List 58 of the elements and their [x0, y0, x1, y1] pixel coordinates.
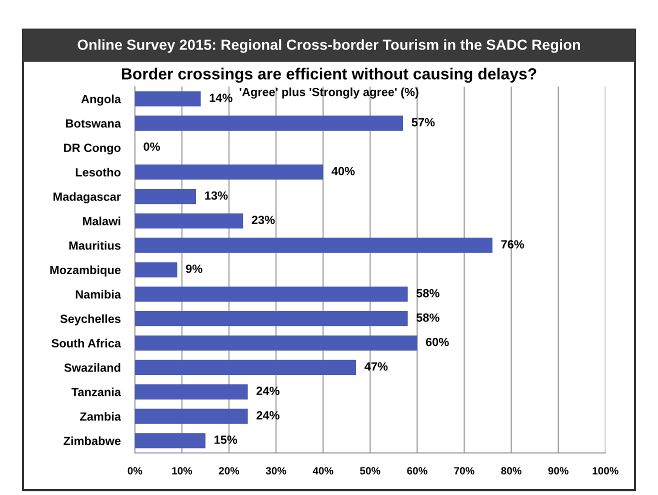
- y-tick-label: Seychelles: [60, 314, 121, 326]
- y-tick-label: Malawi: [83, 216, 120, 226]
- y-tick-label: Mauritius: [69, 241, 121, 250]
- data-label: 9%: [186, 264, 202, 273]
- x-tick-label: 0%: [128, 467, 142, 474]
- x-tick-label: 60%: [407, 467, 428, 474]
- y-tick-label: Namibia: [76, 290, 122, 299]
- x-tick-label: 100%: [592, 467, 618, 474]
- data-label: 60%: [426, 338, 449, 346]
- y-tick-label: Angola: [81, 94, 122, 106]
- bar: [134, 360, 356, 376]
- bar: [134, 286, 408, 302]
- y-tick-label: Swaziland: [64, 363, 120, 372]
- y-tick-label: Zambia: [80, 412, 122, 421]
- data-label: 24%: [256, 386, 280, 396]
- data-label: 0%: [144, 142, 160, 151]
- x-tick-label: 30%: [266, 467, 286, 474]
- bar: [134, 335, 418, 351]
- chart-subtitle: Border crossings are efficient without causing delays?: [122, 68, 536, 83]
- bar: [134, 311, 408, 326]
- y-tick-label: Zimbabwe: [64, 436, 121, 446]
- y-tick-label: Tanzania: [71, 388, 122, 396]
- y-tick-label: DR Congo: [64, 144, 121, 154]
- x-tick-label: 10%: [172, 467, 192, 474]
- bar: [134, 384, 248, 400]
- x-tick-label: 80%: [501, 467, 522, 474]
- data-label: 76%: [501, 240, 524, 249]
- x-tick-label: 90%: [548, 467, 568, 474]
- bar: [134, 433, 206, 448]
- data-label: 15%: [214, 436, 238, 444]
- bar: [134, 91, 201, 106]
- bar: [134, 213, 244, 229]
- x-tick-label: 50%: [360, 467, 380, 474]
- data-label: 57%: [412, 118, 435, 126]
- data-label: 23%: [252, 216, 275, 224]
- bar: [134, 116, 404, 131]
- data-label: 14%: [210, 94, 232, 102]
- y-tick-label: Botswana: [66, 119, 122, 128]
- bar: [134, 238, 492, 253]
- bar: [134, 408, 248, 424]
- chart-title: Online Survey 2015: Regional Cross-border Tourism in the SADC Region: [78, 39, 580, 53]
- data-label: 47%: [364, 362, 388, 371]
- bar: [134, 262, 178, 278]
- x-tick-label: 40%: [312, 467, 334, 474]
- y-tick-label: Lesotho: [76, 168, 121, 176]
- y-tick-label: Madagascar: [54, 192, 121, 204]
- bar: [134, 164, 324, 180]
- x-tick-label: 20%: [218, 467, 240, 474]
- y-tick-label: Mozambique: [50, 265, 121, 276]
- data-label: 13%: [205, 191, 228, 200]
- data-label: 58%: [416, 313, 440, 322]
- data-label: 40%: [332, 166, 355, 176]
- y-tick-label: South Africa: [52, 338, 122, 348]
- x-axis-title: 'Agree' plus 'Strongly agree' (%): [240, 88, 418, 99]
- data-label: 24%: [256, 411, 280, 420]
- x-tick-label: 70%: [454, 467, 474, 474]
- data-label: 58%: [416, 289, 440, 298]
- bar: [134, 188, 196, 204]
